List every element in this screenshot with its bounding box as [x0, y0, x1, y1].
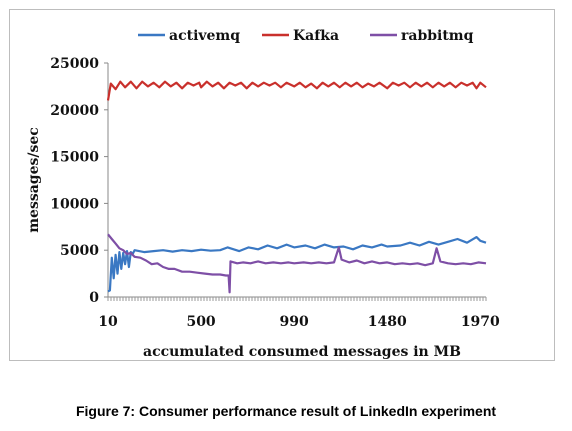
x-tick-label: 10 [98, 314, 118, 330]
x-tick-label: 990 [280, 314, 309, 330]
x-tick-label: 1970 [461, 314, 500, 330]
legend-label-kafka: Kafka [293, 28, 339, 44]
y-tick-label: 5000 [60, 243, 99, 259]
x-tick-labels: 10 500 990 1480 1970 [98, 314, 500, 330]
series-line-kafka [106, 80, 487, 101]
series-lines [106, 80, 487, 294]
legend-label-activemq: activemq [169, 28, 240, 44]
y-tick-label: 0 [89, 290, 99, 306]
legend-label-rabbitmq: rabbitmq [401, 28, 474, 44]
y-axis-title: messages/sec [26, 127, 42, 233]
x-minor-ticks [107, 297, 487, 301]
y-tick-label: 10000 [50, 196, 99, 212]
series-line-rabbitmq [107, 233, 487, 294]
x-axis-title: accumulated consumed messages in MB [143, 344, 461, 360]
chart-frame: activemq Kafka rabbitmq 0 5000 10000 15000 200… [9, 9, 555, 361]
x-tick-label: 1480 [368, 314, 407, 330]
series-line-activemq [107, 236, 487, 293]
y-tick-label: 25000 [50, 56, 99, 72]
x-axis [107, 296, 487, 301]
x-tick-label: 500 [186, 314, 215, 330]
figure-caption: Figure 7: Consumer performance result of… [75, 403, 497, 419]
y-tick-labels: 0 5000 10000 15000 20000 25000 [50, 56, 108, 306]
line-chart: activemq Kafka rabbitmq 0 5000 10000 15000 200… [26, 28, 500, 360]
y-tick-label: 20000 [50, 103, 99, 119]
legend: activemq Kafka rabbitmq [138, 28, 474, 44]
y-tick-label: 15000 [50, 150, 99, 166]
